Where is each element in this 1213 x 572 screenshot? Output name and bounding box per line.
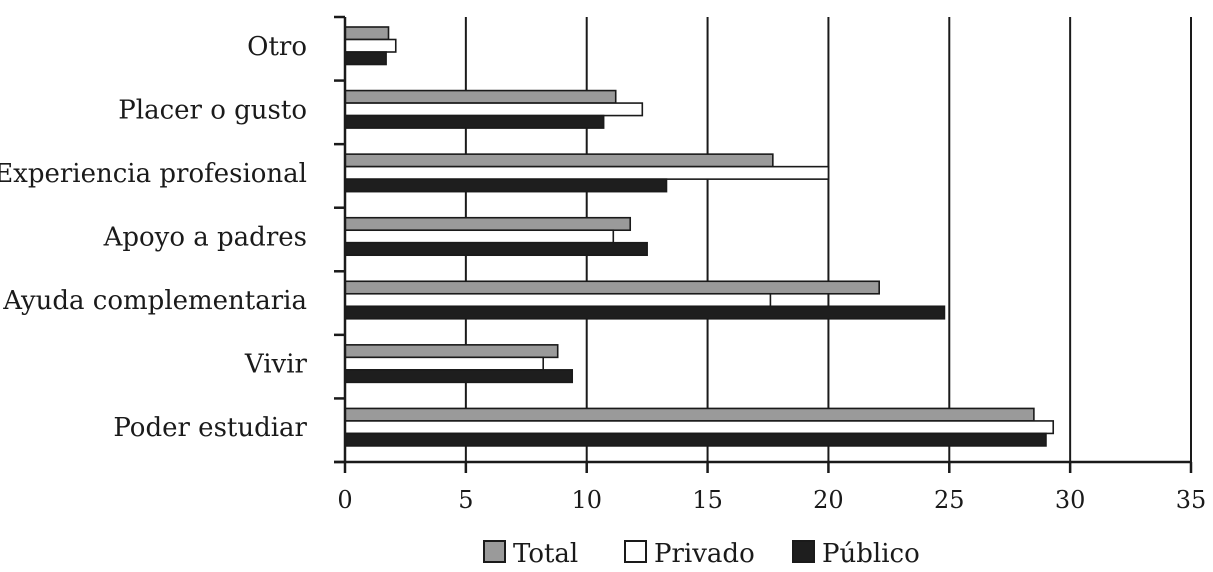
x-tick-label-15: 15	[692, 486, 723, 514]
bar-privado-experiencia-profesional	[344, 165, 830, 180]
legend: Total Privado Público	[483, 539, 920, 569]
bar-publico-ayuda-complementaria	[344, 305, 946, 320]
bar-publico-poder-estudiar	[344, 432, 1047, 447]
x-tick-label-5: 5	[458, 486, 473, 514]
category-label-apoyo-a-padres: Apoyo a padres	[103, 222, 307, 252]
bar-total-vivir	[344, 344, 559, 359]
bar-publico-placer-o-gusto	[344, 114, 605, 129]
labels: Otro Placer o gusto Experiencia profesiona…	[0, 32, 1206, 514]
x-tick-label-35: 35	[1176, 486, 1207, 514]
bars	[344, 26, 1055, 447]
bar-privado-otro	[344, 38, 397, 53]
bar-privado-poder-estudiar	[344, 420, 1055, 435]
category-label-poder-estudiar: Poder estudiar	[113, 413, 307, 443]
bar-total-experiencia-profesional	[344, 153, 774, 168]
axes	[334, 15, 1193, 473]
bar-total-ayuda-complementaria	[344, 280, 880, 295]
bar-total-otro	[344, 26, 390, 41]
bar-privado-vivir	[344, 356, 545, 371]
legend-label-privado: Privado	[654, 539, 755, 569]
x-tick-label-10: 10	[571, 486, 602, 514]
bar-publico-experiencia-profesional	[344, 178, 668, 193]
x-tick-label-25: 25	[934, 486, 965, 514]
legend-label-publico: Público	[822, 539, 920, 569]
bar-privado-placer-o-gusto	[344, 102, 644, 117]
bar-total-placer-o-gusto	[344, 89, 617, 104]
x-tick-label-0: 0	[337, 486, 352, 514]
legend-label-total: Total	[513, 539, 578, 569]
category-label-vivir: Vivir	[244, 350, 308, 380]
category-label-otro: Otro	[247, 32, 307, 62]
category-label-placer-o-gusto: Placer o gusto	[118, 95, 307, 125]
category-label-experiencia-profesional: Experiencia profesional	[0, 159, 307, 189]
bar-publico-vivir	[344, 369, 574, 384]
legend-swatch-privado	[624, 540, 647, 563]
category-label-ayuda-complementaria: Ayuda complementaria	[2, 286, 307, 316]
legend-swatch-total	[483, 540, 506, 563]
bar-publico-apoyo-a-padres	[344, 241, 648, 257]
bar-privado-apoyo-a-padres	[344, 229, 615, 244]
bar-total-apoyo-a-padres	[344, 216, 632, 232]
legend-swatch-publico	[792, 540, 815, 563]
bar-publico-otro	[344, 51, 387, 66]
x-tick-label-30: 30	[1055, 486, 1086, 514]
bar-privado-ayuda-complementaria	[344, 292, 772, 308]
bar-total-poder-estudiar	[344, 407, 1035, 422]
x-tick-label-20: 20	[813, 486, 844, 514]
